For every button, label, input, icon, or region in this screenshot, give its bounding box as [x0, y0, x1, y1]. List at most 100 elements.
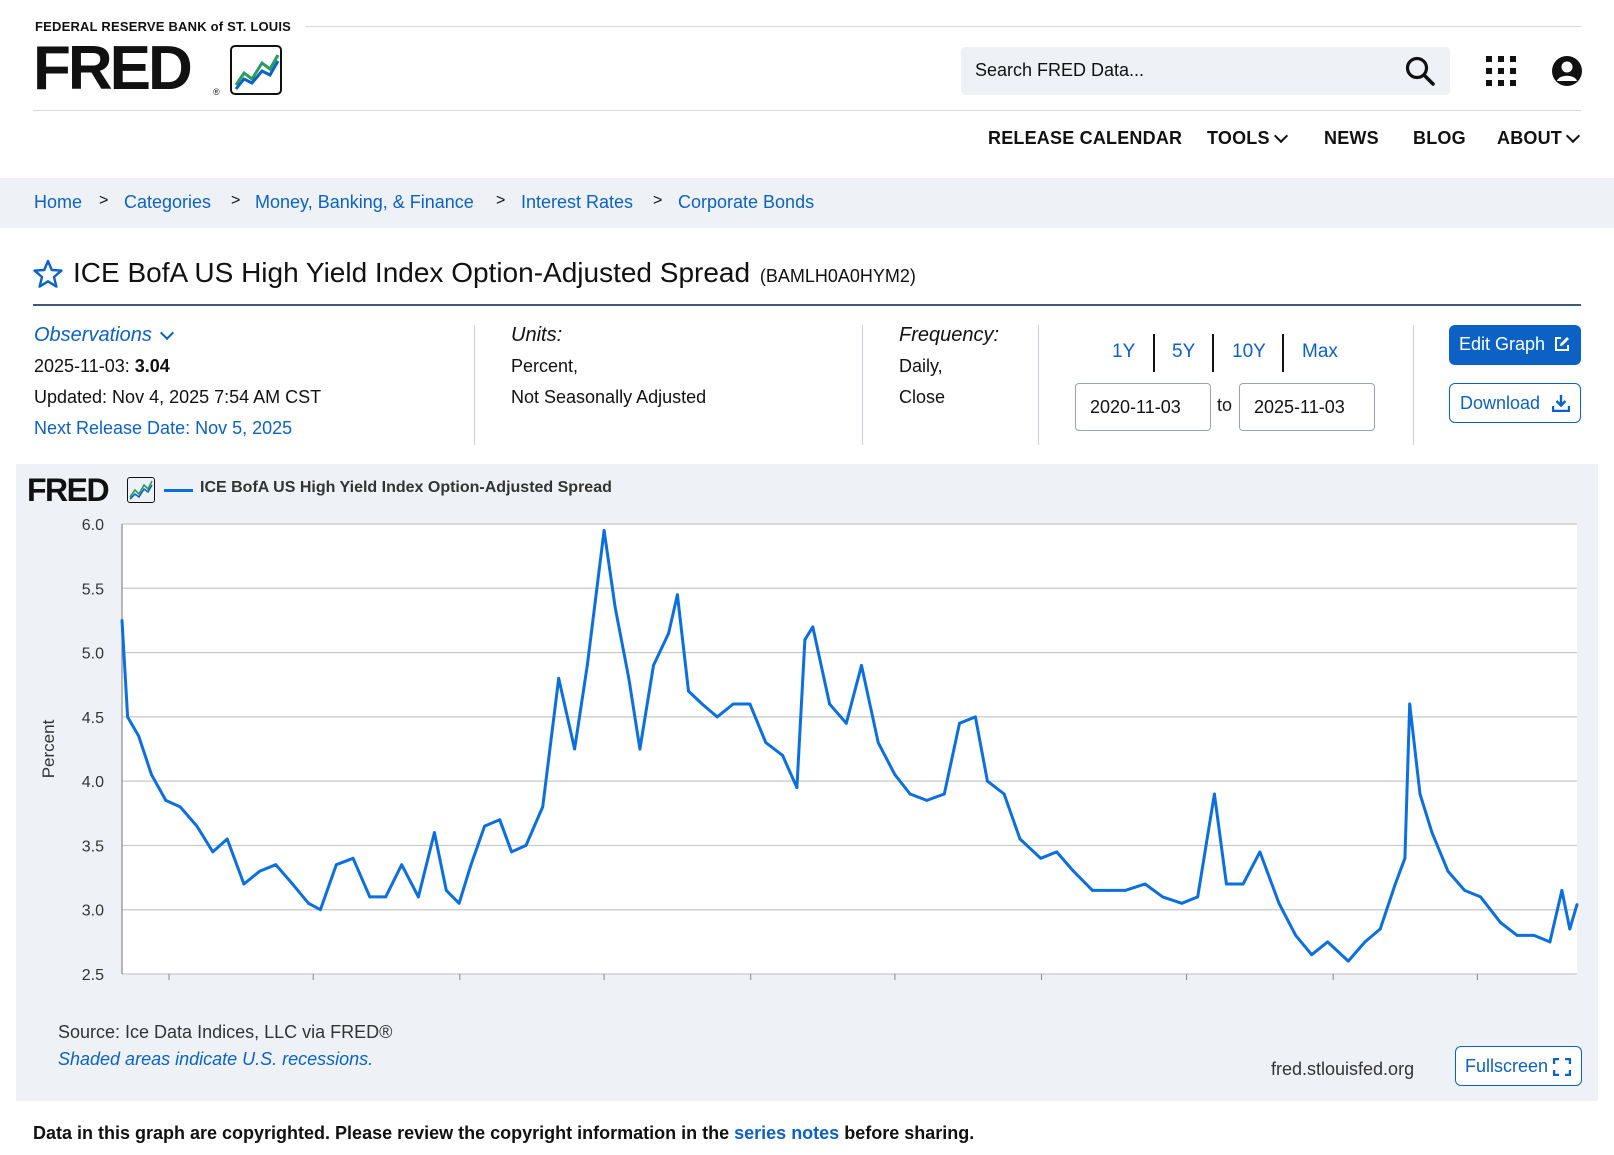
range-max-button[interactable]: Max [1302, 341, 1338, 362]
data-point [748, 702, 752, 706]
apps-grid-icon[interactable] [1485, 55, 1517, 87]
data-point [178, 805, 182, 809]
y-tick-label: 3.5 [82, 838, 104, 855]
data-point [828, 702, 831, 706]
nav-about[interactable]: ABOUT [1497, 128, 1581, 149]
y-axis-label: Percent [39, 719, 58, 778]
data-point [811, 625, 815, 629]
data-point [1346, 959, 1350, 963]
data-point [120, 619, 124, 622]
data-point [242, 882, 246, 886]
data-point [1479, 895, 1482, 899]
header-mid-rule [33, 110, 1581, 111]
data-point [351, 856, 355, 860]
breadcrumb-money-banking[interactable]: Money, Banking, & Finance [255, 192, 474, 212]
star-favorite-icon[interactable] [33, 259, 63, 289]
legend-series-name: ICE BofA US High Yield Index Option-Adju… [200, 479, 612, 496]
data-point [195, 824, 199, 828]
data-point [1143, 882, 1147, 886]
breadcrumb-categories[interactable]: Categories [124, 192, 212, 212]
range-10y-button[interactable]: 10Y [1232, 341, 1266, 362]
data-point [781, 754, 784, 757]
data-point [925, 799, 929, 802]
data-point [510, 850, 514, 854]
data-point [1532, 934, 1536, 937]
breadcrumb-separator: > [496, 192, 506, 209]
data-point [627, 676, 631, 680]
copyright-note: Data in this graph are copyrighted. Plea… [33, 1123, 974, 1144]
data-point [524, 844, 528, 847]
line-chart[interactable]: 6.05.55.04.54.03.53.02.52021-012021-0720… [16, 464, 1598, 984]
data-point [1363, 940, 1367, 944]
data-point [483, 824, 486, 828]
registered-mark: ® [213, 87, 220, 97]
breadcrumb-interest-rates[interactable]: Interest Rates [521, 192, 634, 212]
data-point [1241, 882, 1245, 886]
header-top-rule [305, 26, 1581, 27]
edit-graph-button[interactable]: Edit Graph [1449, 325, 1581, 365]
recession-note-link[interactable]: Shaded areas indicate U.S. recessions. [58, 1049, 374, 1069]
nav-release-calendar[interactable]: RELEASE CALENDAR [988, 128, 1183, 148]
end-date-input[interactable]: 2025-11-03 [1239, 383, 1375, 431]
fred-logo[interactable]: FRED [33, 34, 193, 103]
data-point [444, 889, 448, 892]
nav-news[interactable]: NEWS [1324, 128, 1379, 148]
data-point [1196, 895, 1200, 899]
download-label: Download [1460, 393, 1541, 413]
fullscreen-button[interactable]: Fullscreen [1455, 1046, 1582, 1086]
chevron-down-icon [1273, 128, 1288, 144]
data-point [541, 805, 545, 809]
next-release-link[interactable]: Next Release Date: Nov 5, 2025 [34, 418, 293, 438]
search-input[interactable]: Search FRED Data... [975, 60, 1145, 80]
fullscreen-label: Fullscreen [1465, 1056, 1549, 1076]
updated-text: Updated: Nov 4, 2025 7:54 AM CST [34, 387, 322, 407]
download-button[interactable]: Download [1449, 383, 1581, 423]
graph-fred-logo: FRED [27, 472, 110, 508]
copyright-text-end: before sharing. [839, 1123, 975, 1143]
y-tick-label: 4.0 [82, 774, 104, 791]
nav-blog[interactable]: BLOG [1413, 128, 1466, 148]
data-point [667, 631, 671, 635]
y-tick-label: 5.0 [82, 646, 104, 663]
data-point [1018, 837, 1022, 841]
observations-dropdown[interactable]: Observations [34, 320, 321, 351]
data-point [1294, 934, 1298, 937]
data-point [958, 721, 961, 725]
data-point [498, 818, 502, 822]
data-point [1463, 889, 1467, 892]
fred-chart-logo-icon [127, 477, 155, 503]
data-point [675, 593, 679, 597]
range-separator [1153, 334, 1155, 372]
series-notes-link[interactable]: series notes [734, 1123, 840, 1143]
data-point [1408, 702, 1412, 706]
fred-chart-logo-icon[interactable] [230, 45, 282, 95]
data-point [137, 734, 141, 738]
data-point [687, 689, 690, 693]
range-1y-button[interactable]: 1Y [1112, 341, 1136, 362]
site-url: fred.stlouisfed.org [1271, 1059, 1415, 1079]
y-tick-label: 2.5 [82, 967, 104, 984]
copyright-text: Data in this graph are copyrighted. Plea… [33, 1123, 735, 1143]
search-box[interactable]: Search FRED Data... [961, 47, 1450, 95]
fullscreen-icon [1553, 1058, 1571, 1076]
data-point [1430, 831, 1434, 834]
data-point [638, 747, 642, 751]
breadcrumb-home[interactable]: Home [34, 192, 83, 212]
data-point [274, 863, 278, 867]
search-icon[interactable] [1404, 55, 1436, 87]
data-point [225, 837, 229, 841]
data-point [593, 599, 597, 603]
data-point [1055, 850, 1059, 854]
data-point [652, 664, 655, 667]
data-point [1072, 869, 1075, 873]
breadcrumb-corporate-bonds[interactable]: Corporate Bonds [678, 192, 815, 212]
nav-tools[interactable]: TOOLS [1207, 128, 1288, 149]
data-point [400, 863, 404, 867]
start-date-input[interactable]: 2020-11-03 [1075, 383, 1211, 431]
frequency-heading: Frequency: [899, 324, 1000, 346]
user-account-icon[interactable] [1551, 55, 1583, 87]
range-5y-button[interactable]: 5Y [1172, 341, 1196, 362]
data-point [1039, 856, 1043, 860]
data-point [457, 901, 461, 905]
org-name: FEDERAL RESERVE BANK of ST. LOUIS [35, 19, 292, 34]
